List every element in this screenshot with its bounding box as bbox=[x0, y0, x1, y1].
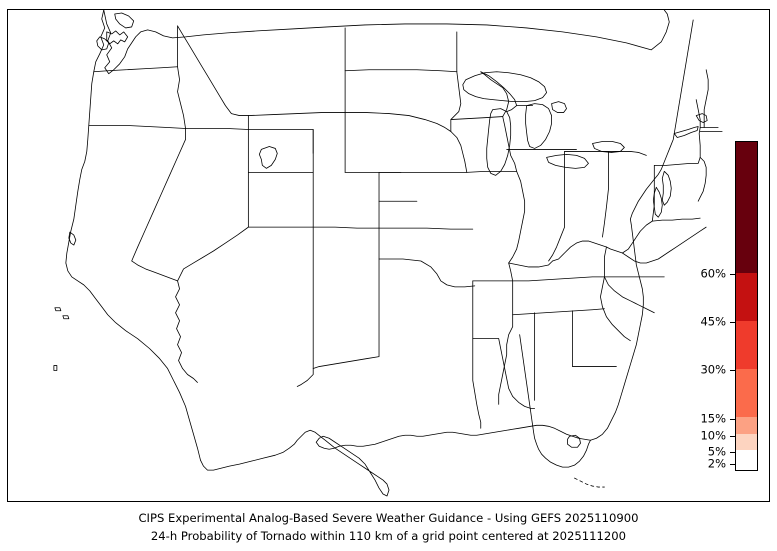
florida-keys bbox=[574, 477, 605, 488]
canada-border bbox=[103, 10, 670, 75]
atlantic-coastline bbox=[629, 19, 694, 220]
oklahoma-texas-border bbox=[378, 258, 476, 288]
illinois-indiana-border bbox=[548, 151, 565, 262]
indiana-kentucky-border bbox=[552, 240, 607, 262]
mississippi-tennessee-arkansas-border bbox=[498, 314, 514, 405]
nevada-arizona-border bbox=[177, 226, 249, 282]
nebraska-iowa-missouri-border bbox=[450, 131, 468, 173]
channel-island-b bbox=[62, 315, 70, 320]
california-arizona-border bbox=[175, 280, 198, 383]
us-map-graphic bbox=[53, 10, 723, 497]
caption-line-2: 24-h Probability of Tornado within 110 k… bbox=[150, 529, 627, 543]
california-nevada-border bbox=[131, 128, 186, 282]
georgian-bay-detail bbox=[551, 101, 567, 113]
colorbar-band-5 bbox=[736, 434, 757, 451]
montana-south-border bbox=[247, 112, 346, 116]
new-jersey-border bbox=[697, 157, 707, 202]
olympic-peninsula bbox=[96, 36, 110, 51]
probability-colorbar[interactable] bbox=[735, 141, 758, 471]
ohio-pennsylvania-border bbox=[651, 164, 655, 222]
us-map-panel bbox=[7, 9, 770, 502]
colorbar-band-30 bbox=[736, 320, 757, 369]
south-dakota-minnesota-iowa-border bbox=[450, 71, 462, 132]
minnesota-wisconsin-border bbox=[480, 71, 510, 117]
virginia-kentucky-tennessee-border bbox=[604, 246, 607, 278]
wisconsin-michigan-border bbox=[480, 71, 518, 112]
colorbar-band-2 bbox=[736, 450, 757, 470]
lake-superior bbox=[462, 71, 547, 103]
southern-border-and-gulf-coast bbox=[200, 424, 591, 497]
kentucky-tennessee-border bbox=[512, 276, 605, 282]
lake-huron bbox=[525, 103, 552, 149]
illinois-missouri-border bbox=[508, 170, 526, 264]
idaho-south-border bbox=[185, 128, 249, 130]
san-francisco-bay bbox=[68, 231, 77, 246]
pennsylvania-maryland-border bbox=[651, 217, 701, 222]
vermont-new-hampshire-border bbox=[695, 99, 701, 128]
pacific-coastline bbox=[65, 10, 201, 461]
florida-peninsula bbox=[590, 218, 644, 441]
tennessee-alabama-georgia-border bbox=[512, 308, 605, 316]
caption-line-1: CIPS Experimental Analog-Based Severe We… bbox=[138, 511, 639, 525]
utah-wyoming-border bbox=[247, 129, 314, 154]
pennsylvania-new-york-border bbox=[653, 157, 701, 166]
lake-ontario bbox=[592, 141, 625, 153]
oregon-idaho-border bbox=[177, 66, 186, 129]
channel-island-c bbox=[53, 365, 58, 371]
new-mexico-texas-border bbox=[312, 227, 380, 369]
delmarva-peninsula bbox=[661, 170, 672, 206]
tennessee-arkansas-missouri-border bbox=[508, 262, 514, 316]
colorbar-band-60 bbox=[736, 142, 757, 274]
new-hampshire-maine-border bbox=[703, 69, 709, 128]
south-carolina-georgia-border bbox=[600, 276, 631, 342]
oregon-south-border bbox=[88, 125, 186, 129]
long-island bbox=[673, 126, 699, 138]
south-dakota-nebraska-border bbox=[344, 112, 452, 132]
idaho-montana-border bbox=[177, 25, 249, 116]
iowa-illinois-border bbox=[502, 116, 518, 172]
florida-gulf-coast bbox=[519, 334, 591, 468]
iowa-missouri-border bbox=[466, 170, 518, 173]
lake-michigan bbox=[486, 108, 512, 176]
channel-island-a bbox=[54, 307, 62, 312]
cape-cod bbox=[695, 113, 708, 123]
indiana-ohio-border bbox=[602, 151, 609, 238]
north-dakota-south-dakota-border bbox=[344, 69, 458, 73]
map-geometry-layer bbox=[53, 10, 723, 497]
kansas-oklahoma-border bbox=[378, 227, 474, 230]
north-carolina-south-carolina-border bbox=[604, 276, 655, 314]
west-virginia-virginia-border bbox=[621, 226, 707, 264]
vancouver-island-tip bbox=[114, 12, 135, 29]
louisiana-mississippi-border bbox=[498, 338, 536, 409]
new-mexico-colorado-border bbox=[312, 226, 380, 229]
washington-oregon-border bbox=[93, 66, 178, 73]
arizona-new-mexico-border bbox=[296, 226, 314, 387]
colorbar-band-45 bbox=[736, 273, 757, 321]
lake-okeechobee bbox=[567, 434, 581, 448]
illinois-kentucky-border bbox=[508, 260, 553, 268]
ohio-west-virginia-border bbox=[606, 220, 653, 254]
great-salt-lake bbox=[258, 146, 278, 169]
figure-caption: CIPS Experimental Analog-Based Severe We… bbox=[0, 509, 777, 545]
iowa-minnesota-border bbox=[450, 116, 504, 120]
new-york-new-england-border bbox=[698, 127, 701, 158]
chesapeake-bay bbox=[652, 186, 663, 218]
puget-sound-detail bbox=[106, 30, 129, 45]
colorbar-band-10 bbox=[736, 417, 757, 435]
ohio-michigan-border bbox=[608, 151, 647, 156]
colorbar-band-15 bbox=[736, 368, 757, 418]
lake-erie bbox=[546, 154, 589, 169]
louisiana-texas-border bbox=[472, 338, 482, 429]
